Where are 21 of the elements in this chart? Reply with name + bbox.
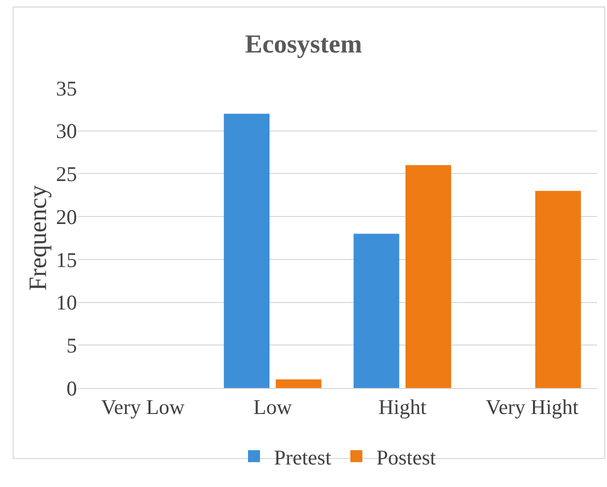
y-axis-title: Frequency [24, 184, 52, 291]
chart-title: Ecosystem [245, 29, 362, 58]
x-tick-label: Very Hight [486, 395, 579, 420]
bar [405, 165, 452, 388]
x-tick-label: Very Low [101, 395, 186, 420]
legend-label: Postest [376, 445, 436, 470]
legend-label: Pretest [274, 445, 332, 470]
bar [354, 234, 400, 388]
y-tick-label: 25 [56, 162, 77, 186]
y-tick-label: 5 [66, 333, 77, 358]
bar [535, 190, 581, 388]
y-tick-label: 30 [56, 119, 77, 144]
bar [276, 379, 322, 388]
y-tick-label: 0 [66, 376, 77, 400]
x-tick-label: Low [253, 395, 293, 420]
x-tick-label: Hight [378, 395, 426, 420]
bar [224, 114, 270, 388]
y-tick-label: 10 [56, 290, 77, 315]
y-tick-label: 35 [56, 76, 77, 100]
y-tick-label: 20 [56, 204, 77, 229]
y-tick-label: 15 [56, 248, 77, 272]
